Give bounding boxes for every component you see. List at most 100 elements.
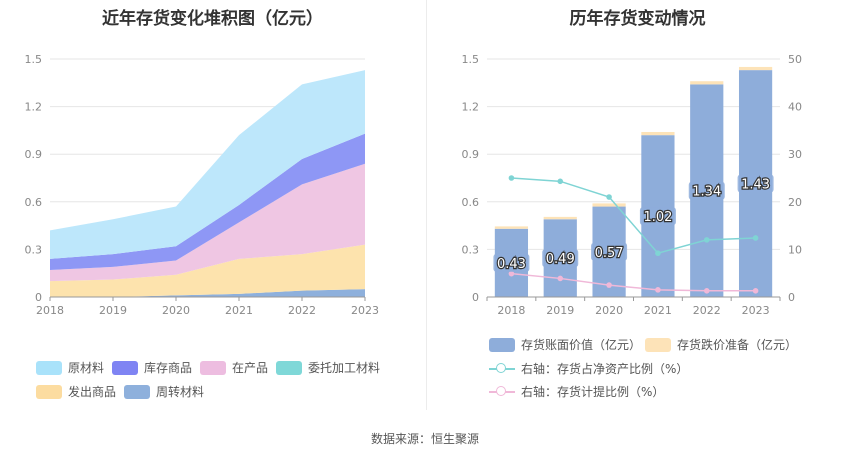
left-chart-panel: 近年存货变化堆积图（亿元） 0 0.3 0.6 0.9 1.2 1.5 2018 2019 20… [0, 0, 425, 420]
legend-swatch [112, 360, 138, 375]
legend-item-book-value[interactable]: 存货账面价值（亿元） [489, 336, 641, 353]
line-series [511, 272, 756, 292]
legend-label: 委托加工材料 [308, 361, 381, 375]
legend-label: 库存商品 [144, 361, 193, 375]
legend-label: 在产品 [232, 361, 269, 375]
right-legend: 存货账面价值（亿元） 存货跌价准备（亿元） 右轴：存货占净资产比例（%） 右轴：… [425, 0, 850, 420]
y2-tick-label: 50 [788, 53, 802, 66]
x-tick-label: 2019 [99, 304, 127, 317]
y-tick-label: 0.6 [25, 196, 43, 209]
legend-item-raw-materials[interactable]: 原材料 [36, 359, 104, 376]
legend-label: 发出商品 [68, 385, 117, 399]
legend-item-impairment[interactable]: 存货跌价准备（亿元） [645, 336, 797, 353]
data-label-bg [591, 242, 628, 261]
bar-impairment [641, 131, 675, 136]
data-label: 0.57 [595, 246, 624, 261]
y-tick-label: 0 [472, 291, 479, 304]
line-series [511, 177, 756, 255]
data-label: 1.02 [643, 210, 672, 225]
area-series [50, 70, 365, 259]
y2-tick-label: 30 [788, 148, 802, 161]
right-chart-title: 历年存货变动情况 [569, 9, 706, 29]
bar-impairment [543, 216, 577, 220]
data-label-bg [542, 249, 579, 268]
x-tick-label: 2022 [693, 304, 721, 317]
legend-swatch [200, 360, 226, 375]
x-tick-label: 2020 [595, 304, 623, 317]
y2-tick-label: 0 [788, 291, 795, 304]
legend-item-work-in-progress[interactable]: 在产品 [200, 359, 268, 376]
line-point [655, 287, 661, 293]
line-point [655, 250, 661, 257]
legend-label: 周转材料 [156, 385, 205, 399]
legend-label: 存货账面价值（亿元） [521, 338, 642, 352]
legend-swatch [124, 384, 150, 399]
line-point [752, 235, 759, 241]
legend-swatch [36, 384, 62, 399]
y2-tick-label: 40 [788, 101, 802, 114]
line-point [606, 282, 612, 288]
line-point [752, 288, 759, 294]
line-point [508, 175, 515, 181]
line-point [557, 178, 564, 185]
y-tick-label: 0.3 [25, 243, 43, 256]
x-tick-label: 2023 [351, 304, 379, 317]
y-tick-label: 0.6 [462, 196, 480, 209]
stacked-area-chart: 0 0.3 0.6 0.9 1.2 1.5 2018 2019 2020 2021 2022 2023 [25, 53, 380, 317]
y-tick-label: 0 [35, 291, 42, 304]
x-tick-label: 2018 [497, 304, 525, 317]
left-chart-title: 近年存货变化堆积图（亿元） [102, 9, 323, 29]
legend-item-turnover-materials[interactable]: 周转材料 [124, 383, 204, 400]
y2-tick-label: 20 [788, 196, 802, 209]
bar-impairment [690, 81, 724, 85]
panel-divider [426, 0, 427, 410]
area-series [50, 244, 365, 297]
legend-label: 右轴：存货占净资产比例（%） [521, 362, 689, 376]
y-tick-label: 1.5 [25, 53, 43, 66]
data-label-bg [737, 174, 774, 193]
area-series [50, 289, 365, 297]
y-tick-label: 1.2 [462, 101, 480, 114]
y-tick-label: 0.9 [25, 148, 43, 161]
data-label: 0.49 [546, 252, 575, 267]
legend-swatch [489, 337, 515, 352]
legend-swatch [36, 360, 62, 375]
legend-label: 原材料 [68, 361, 105, 375]
legend-item-inventory-goods[interactable]: 库存商品 [112, 359, 192, 376]
x-tick-label: 2022 [288, 304, 316, 317]
y-tick-label: 1.2 [25, 101, 43, 114]
legend-label: 右轴：存货计提比例（%） [521, 385, 665, 399]
legend-item-goods-shipped[interactable]: 发出商品 [36, 383, 116, 400]
area-series [50, 163, 365, 282]
data-label: 0.43 [497, 257, 526, 272]
legend-swatch [645, 337, 671, 352]
right-chart-panel: 历年存货变动情况 0 0.3 0.6 0.9 1.2 1.5 0 10 20 30 40 50 0.43… [425, 0, 850, 420]
x-tick-label: 2019 [546, 304, 574, 317]
legend-line-swatch [489, 385, 515, 399]
x-tick-label: 2021 [644, 304, 672, 317]
data-label: 1.43 [741, 178, 770, 193]
legend-item-provision-ratio[interactable]: 右轴：存货计提比例（%） [489, 383, 664, 400]
y2-tick-label: 10 [788, 243, 802, 256]
data-source: 数据来源：恒生聚源 [370, 432, 479, 446]
data-label-bg [493, 253, 530, 272]
y-tick-label: 1.5 [462, 53, 480, 66]
x-tick-label: 2021 [225, 304, 253, 317]
data-label-bg [639, 207, 676, 226]
x-tick-label: 2023 [742, 304, 770, 317]
bar-impairment [494, 226, 529, 229]
line-point [557, 275, 564, 282]
legend-item-inventory-net-asset-ratio[interactable]: 右轴：存货占净资产比例（%） [489, 360, 688, 377]
bar-impairment [592, 203, 626, 207]
data-label-bg [688, 181, 725, 200]
x-tick-label: 2018 [36, 304, 64, 317]
x-tick-label: 2020 [162, 304, 190, 317]
line-point [703, 237, 710, 243]
data-label: 1.34 [692, 185, 721, 200]
legend-label: 存货跌价准备（亿元） [677, 338, 798, 352]
legend-item-consigned-materials[interactable]: 委托加工材料 [276, 359, 380, 376]
legend-swatch [276, 360, 302, 375]
line-point [703, 288, 710, 294]
bar-impairment [738, 66, 773, 71]
y-tick-label: 0.9 [462, 148, 480, 161]
